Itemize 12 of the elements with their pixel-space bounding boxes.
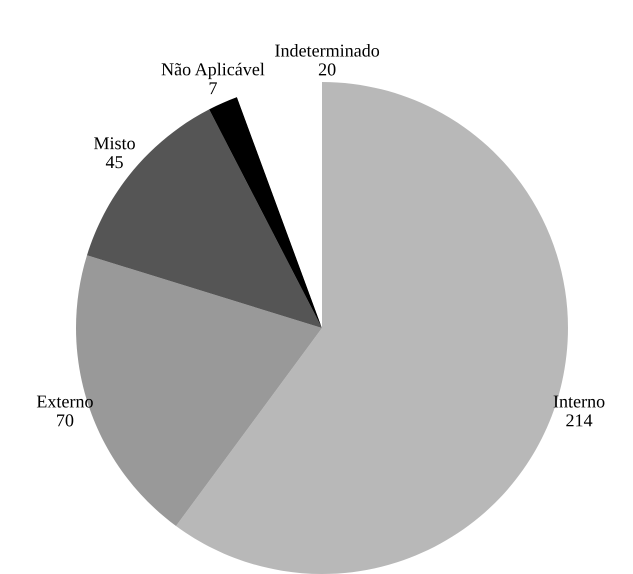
data-label: 7 — [210, 82, 217, 94]
pie-slice — [209, 97, 322, 328]
data-label: 214 — [566, 414, 592, 426]
slice-label: Indeterminado — [275, 44, 380, 57]
data-label: 70 — [57, 414, 74, 426]
pie-slice — [86, 109, 322, 328]
slice-label: Não Aplicável — [162, 62, 264, 80]
slice-label: Misto — [94, 137, 135, 150]
slice-label: Externo — [36, 396, 93, 408]
data-label: 20 — [318, 63, 336, 76]
data-label: 45 — [106, 156, 123, 168]
slice-label: Interno — [554, 396, 604, 408]
